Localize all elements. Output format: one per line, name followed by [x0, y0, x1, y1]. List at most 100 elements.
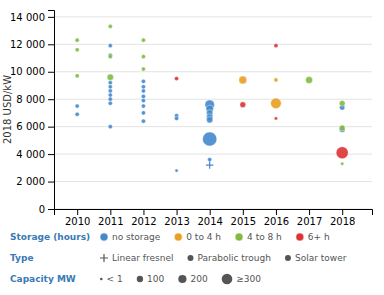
tick-mark — [48, 44, 54, 45]
point — [141, 111, 145, 115]
tick-label: 8 000 — [16, 94, 45, 105]
point — [240, 102, 246, 108]
tick-label: 2014 — [197, 216, 222, 227]
point — [203, 132, 217, 146]
legend-marker — [187, 255, 193, 261]
grid-line — [54, 126, 372, 127]
tick-label: 2016 — [264, 216, 289, 227]
tick: 2015 — [231, 209, 256, 227]
tick: 8 000 — [16, 94, 54, 105]
tick: 2017 — [297, 209, 322, 227]
legend-label: 0 to 4 h — [186, 232, 221, 242]
tick-mark — [77, 209, 78, 215]
legend-marker — [100, 233, 108, 241]
chart: 2010 2011 2012 2013 2014 2015 2016 2017 2018 0 2 0… — [0, 0, 384, 295]
grid-line — [54, 154, 372, 155]
axis-line — [48, 11, 55, 210]
legend-label: 100 — [147, 274, 164, 284]
tick-mark — [48, 127, 54, 128]
series — [174, 44, 348, 159]
point — [336, 147, 348, 159]
point — [107, 74, 113, 80]
legend-marker — [100, 254, 108, 262]
series — [239, 76, 281, 109]
point — [108, 81, 112, 85]
tick-mark — [110, 209, 111, 215]
series — [75, 44, 345, 173]
tick: 2018 — [330, 209, 355, 227]
grid — [54, 17, 372, 209]
point — [141, 85, 145, 89]
tick: 4 000 — [16, 149, 54, 160]
legend-label: 4 to 8 h — [247, 232, 282, 242]
legend-label: 200 — [191, 274, 208, 284]
point — [75, 48, 79, 52]
legend: Storage (hours)no storage0 to 4 h4 to 8 … — [10, 232, 347, 284]
grid-line — [54, 16, 372, 17]
point — [75, 104, 79, 108]
x-axis: 2010 2011 2012 2013 2014 2015 2016 2017 2018 — [55, 209, 373, 227]
point — [141, 104, 145, 108]
point — [108, 44, 112, 48]
legend-title: Type — [10, 253, 33, 263]
tick: 0 — [39, 204, 54, 215]
legend-marker — [178, 275, 186, 283]
legend-marker — [222, 274, 233, 285]
tick: 2012 — [131, 209, 156, 227]
point — [174, 76, 178, 80]
tick-mark — [48, 154, 54, 155]
tick-mark — [309, 209, 310, 215]
tick-mark — [276, 209, 277, 215]
tick-mark — [48, 182, 54, 183]
point — [141, 67, 145, 71]
tick-mark — [48, 209, 54, 210]
tick: 6 000 — [16, 121, 54, 132]
tick-label: 6 000 — [16, 121, 45, 132]
y-axis-title: 2018 USD/kW — [2, 75, 13, 144]
point — [75, 112, 79, 116]
point — [207, 117, 213, 123]
tick-label: 12 000 — [10, 39, 45, 50]
point — [339, 100, 345, 106]
tick-label: 2015 — [231, 216, 256, 227]
point — [271, 98, 282, 109]
tick-mark — [342, 209, 343, 215]
legend-label: Linear fresnel — [112, 253, 173, 263]
axis-line — [55, 210, 373, 216]
tick: 2013 — [164, 209, 189, 227]
point — [206, 161, 213, 168]
legend-marker — [174, 233, 182, 241]
legend-marker — [137, 276, 143, 282]
tick-label: 2 000 — [16, 176, 45, 187]
legend-label: Parabolic trough — [197, 253, 270, 263]
point — [108, 93, 112, 97]
grid-line — [54, 44, 372, 45]
point — [239, 76, 247, 84]
point — [75, 38, 79, 42]
tick: 2 000 — [16, 176, 54, 187]
legend-title: Capacity MW — [10, 274, 76, 284]
point — [141, 38, 145, 42]
point — [75, 74, 79, 78]
legend-marker — [285, 255, 291, 261]
point — [208, 157, 212, 161]
point — [141, 98, 145, 102]
tick-mark — [243, 209, 244, 215]
legend-label: < 1 — [107, 274, 123, 284]
point — [174, 116, 178, 120]
grid-line — [54, 181, 372, 182]
legend-label: Solar tower — [295, 253, 347, 263]
tick: 2016 — [264, 209, 289, 227]
point — [175, 169, 178, 172]
tick: 2010 — [65, 209, 90, 227]
tick-label: 2011 — [98, 216, 123, 227]
tick-label: 0 — [39, 204, 45, 215]
tick: 2014 — [197, 209, 222, 227]
point — [274, 78, 278, 82]
tick-label: 2010 — [65, 216, 90, 227]
point — [141, 94, 145, 98]
point — [108, 85, 112, 89]
point — [108, 125, 112, 129]
tick-label: 2018 — [330, 216, 355, 227]
points — [75, 24, 348, 172]
